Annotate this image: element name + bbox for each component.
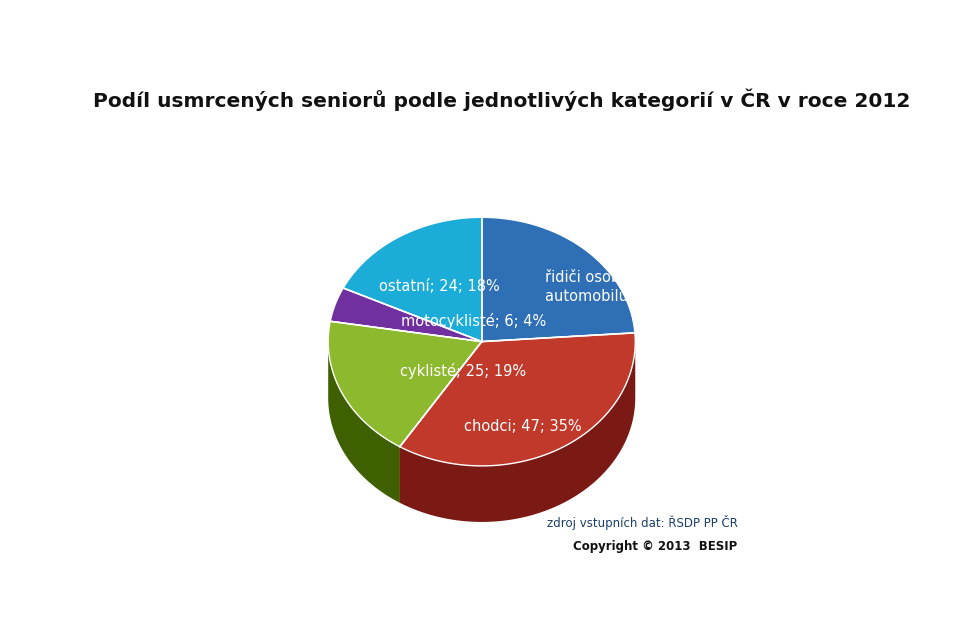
Polygon shape [400, 342, 482, 503]
Polygon shape [330, 288, 482, 342]
Polygon shape [328, 322, 482, 447]
Text: motocyklisté; 6; 4%: motocyklisté; 6; 4% [401, 313, 546, 329]
Text: cyklisté; 25; 19%: cyklisté; 25; 19% [401, 363, 526, 379]
Polygon shape [400, 342, 635, 522]
Text: řidiči osobních
automobilů; 32; 24%: řidiči osobních automobilů; 32; 24% [544, 270, 697, 304]
Polygon shape [400, 342, 482, 503]
Text: Podíl usmrcených seniorů podle jednotlivých kategorií v ČR v roce 2012: Podíl usmrcených seniorů podle jednotliv… [93, 88, 909, 111]
Text: chodci; 47; 35%: chodci; 47; 35% [463, 419, 581, 434]
Text: Copyright © 2013  BESIP: Copyright © 2013 BESIP [573, 540, 737, 553]
Polygon shape [328, 342, 400, 503]
Polygon shape [343, 217, 482, 342]
Text: zdroj vstupních dat: ŘSDP PP ČR: zdroj vstupních dat: ŘSDP PP ČR [546, 515, 737, 530]
Text: ostatní; 24; 18%: ostatní; 24; 18% [378, 279, 499, 294]
Polygon shape [482, 217, 634, 342]
Polygon shape [400, 333, 635, 466]
